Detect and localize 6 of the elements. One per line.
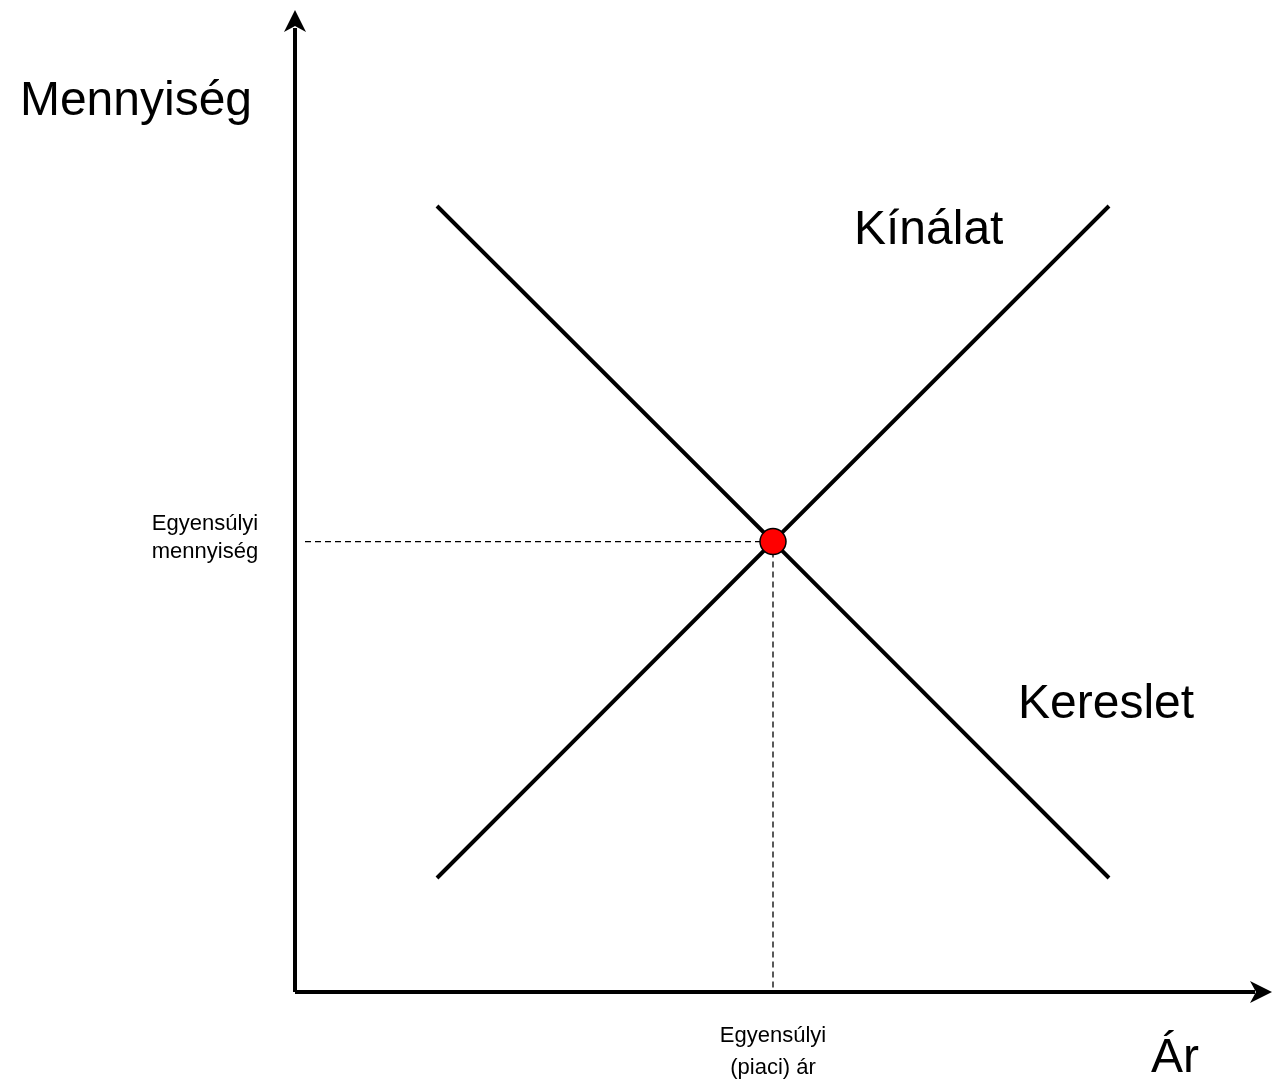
y-axis-title: Mennyiség	[19, 72, 253, 125]
ref-line-label: Egyensúlyi mennyiség	[151, 509, 259, 563]
x-axis-title: Ár	[1151, 1029, 1200, 1082]
text: Egyensúlyi (piaci) ár	[719, 1022, 827, 1079]
series-label: Kereslet	[1018, 675, 1195, 729]
series-label: Kínálat	[854, 201, 1004, 254]
